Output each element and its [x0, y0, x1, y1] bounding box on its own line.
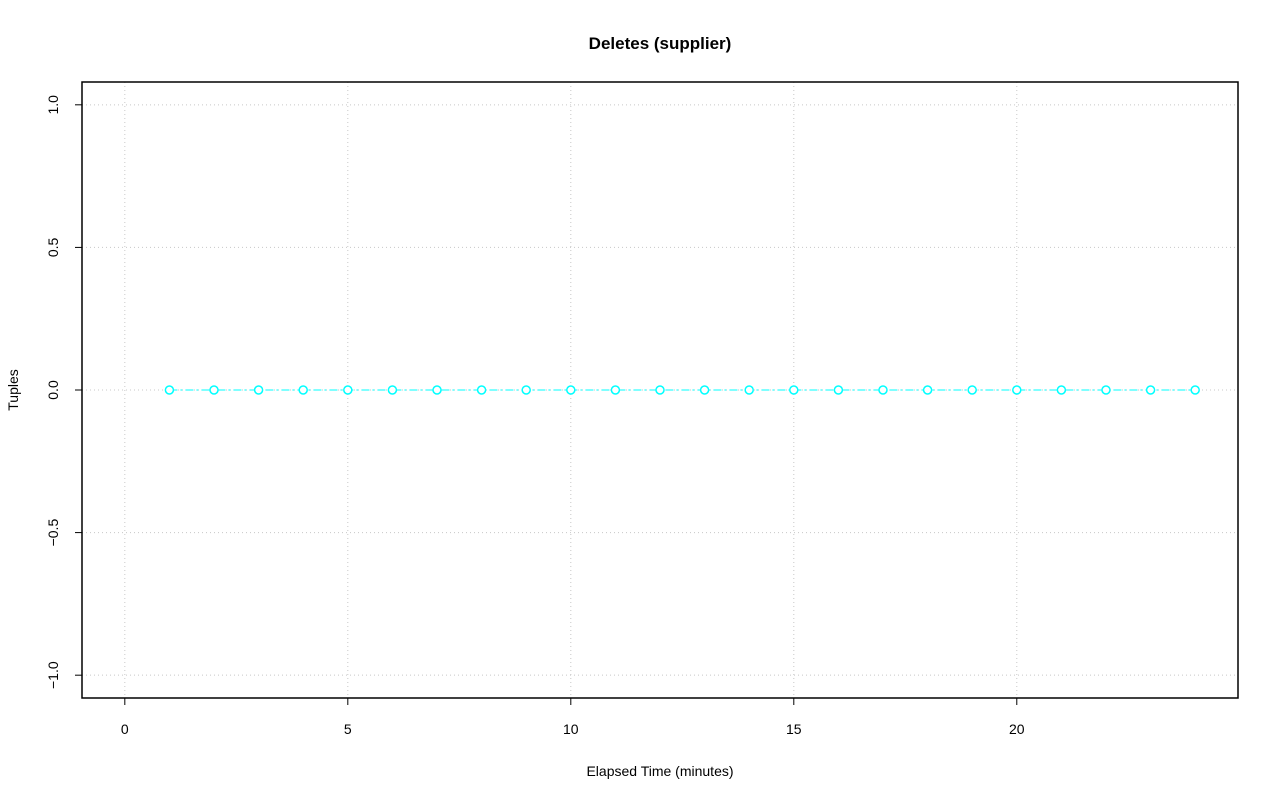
data-point	[253, 385, 264, 395]
x-tick-label: 15	[786, 721, 802, 737]
x-tick-label: 5	[344, 721, 352, 737]
y-tick-label: 0.5	[45, 237, 61, 257]
data-point	[699, 385, 710, 395]
y-tick-label: −1.0	[45, 661, 61, 689]
data-point	[922, 385, 933, 395]
y-tick-label: 0.0	[45, 380, 61, 400]
x-tick-label: 10	[563, 721, 579, 737]
data-point	[1190, 385, 1200, 395]
data-point	[387, 385, 398, 395]
data-point	[878, 385, 888, 395]
data-point	[1145, 385, 1156, 395]
data-point	[744, 385, 754, 395]
x-axis-label: Elapsed Time (minutes)	[586, 763, 733, 779]
data-point	[164, 385, 175, 395]
plot-frame	[81, 81, 1239, 699]
data-point	[476, 385, 487, 395]
data-point	[655, 385, 665, 395]
data-point	[789, 385, 799, 395]
y-tick-label: −0.5	[45, 519, 61, 547]
x-tick-label: 0	[121, 721, 129, 737]
data-point	[209, 385, 219, 395]
data-point	[343, 385, 353, 395]
data-point	[432, 385, 442, 395]
data-point	[566, 385, 576, 395]
x-tick-label: 20	[1009, 721, 1025, 737]
data-point	[967, 385, 977, 395]
y-axis-label: Tuples	[5, 369, 21, 411]
data-point	[298, 385, 308, 395]
data-point	[1101, 385, 1111, 395]
data-point	[610, 385, 621, 395]
data-point	[1056, 385, 1067, 395]
chart-title: Deletes (supplier)	[589, 34, 732, 53]
data-point	[1012, 385, 1022, 395]
y-tick-label: 1.0	[45, 95, 61, 115]
data-point	[521, 385, 531, 395]
data-point	[833, 385, 844, 395]
